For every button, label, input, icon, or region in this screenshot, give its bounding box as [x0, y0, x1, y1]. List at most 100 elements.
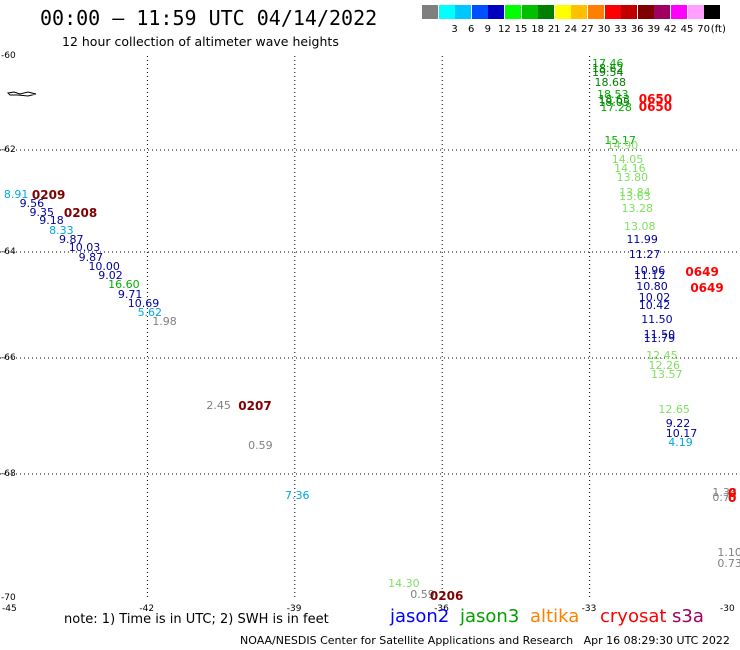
graticule: [0, 56, 737, 598]
wave-height-value: 9.87: [58, 232, 84, 246]
legend-swatch: [488, 5, 505, 19]
map-title: 00:00 – 11:59 UTC 04/14/2022: [40, 6, 378, 30]
wave-height-value: 14.30: [388, 577, 420, 591]
legend-swatch: [704, 5, 721, 19]
units-note: note: 1) Time is in UTC; 2) SWH is in fe…: [64, 612, 329, 627]
wave-height-value: 10.17: [665, 426, 698, 440]
satellite-name: jason3: [460, 606, 520, 627]
wave-height-value: 8.91: [3, 187, 29, 201]
wave-height-value: 5.62: [137, 306, 163, 320]
wave-height-value: 14.16: [614, 161, 646, 175]
wave-height-value: 12.45: [646, 348, 678, 362]
legend-label: 18: [531, 24, 544, 35]
wave-height-value: 12.65: [658, 403, 690, 417]
wave-height-value: 14.90: [606, 139, 639, 153]
wave-height-value: 10.80: [636, 279, 668, 293]
wave-height-value: 9.87: [78, 250, 104, 264]
wave-height-value: 18.62: [592, 61, 624, 75]
wave-height-value: 15.17: [604, 133, 636, 147]
island-outline: [6, 91, 37, 97]
wave-height-value: 18.63: [598, 92, 630, 106]
legend-label: 33: [614, 24, 627, 35]
wave-height-value: 10.69: [127, 296, 160, 310]
wave-height-value: 18.05: [598, 96, 630, 109]
lon-label: -45: [2, 604, 17, 614]
wave-height-value: 11.27: [628, 247, 661, 261]
legend-swatch: [671, 5, 687, 19]
legend-label: 45: [680, 24, 694, 35]
legend-label: 3: [451, 24, 458, 35]
legend-swatch: [554, 5, 571, 19]
wave-height-value: 11.79: [643, 332, 676, 346]
wave-height-value: 9.56: [19, 196, 45, 210]
wave-height-value: 9.02: [98, 269, 123, 283]
legend-swatch: [438, 5, 455, 19]
legend-swatch: [621, 5, 638, 19]
pass-time-label: 0: [728, 485, 737, 500]
wave-height-value: 0.59: [410, 587, 435, 601]
wave-height-value: 0.73: [717, 556, 740, 570]
wave-height-value: 11.12: [633, 269, 666, 283]
wave-height-value: 13.80: [616, 171, 649, 185]
legend-label: 30: [597, 24, 611, 35]
wave-height-value: 11.50: [641, 312, 673, 326]
pass-time-label: 0649: [685, 265, 719, 280]
wave-height-value: 13.28: [621, 201, 654, 215]
pass-time-label: 0206: [429, 588, 464, 603]
lon-label: -36: [434, 604, 449, 614]
legend-swatch: [422, 5, 438, 19]
wave-height-value: 1.98: [152, 315, 177, 329]
legend-swatch: [455, 5, 472, 19]
legend-label: 12: [498, 24, 511, 35]
wave-height-value: 13.57: [651, 367, 683, 381]
wave-height-value: 17.28: [600, 100, 632, 114]
legend-swatch: [471, 5, 488, 19]
wave-height-value: 18.53: [596, 88, 629, 102]
legend-swatch: [538, 5, 555, 19]
map-subtitle: 12 hour collection of altimeter wave hei…: [62, 34, 339, 49]
wave-height-value: 13.84: [619, 185, 651, 199]
lat-label: -66: [1, 353, 16, 363]
wave-height-value: 17.46: [592, 56, 624, 70]
satellite-name: altika: [530, 606, 580, 627]
legend-swatch: [604, 5, 621, 19]
legend-label: 39: [647, 24, 661, 35]
wave-height-value: 12.26: [648, 359, 681, 373]
lat-label: -60: [1, 51, 16, 61]
pass-time-label: 0208: [63, 205, 98, 220]
legend-swatch: [654, 5, 671, 19]
lat-label: -64: [1, 247, 16, 257]
satellite-name: jason2: [390, 606, 450, 627]
satellite-name: cryosat: [600, 606, 667, 627]
legend-label: 42: [664, 24, 677, 35]
wave-height-value: 11.99: [626, 233, 658, 247]
wave-height-value: 7.36: [284, 488, 310, 502]
wave-height-value: 4.19: [668, 436, 693, 450]
legend-swatch: [588, 5, 604, 19]
wave-height-value: 10.02: [638, 291, 671, 305]
wave-height-value: 9.18: [39, 214, 64, 228]
wave-height-value: 10.96: [633, 264, 666, 278]
lon-label: -30: [720, 604, 735, 614]
wave-height-value: 2.45: [206, 398, 231, 412]
pass-time-label: 0: [728, 491, 737, 506]
wave-height-value: 9.35: [29, 205, 54, 219]
pass-time-label: 0209: [31, 187, 66, 202]
satellite-name: s3a: [672, 606, 704, 627]
wave-height-value: 19.54: [592, 66, 624, 80]
legend-swatch: [521, 5, 538, 19]
lon-label: -33: [581, 604, 597, 614]
legend-label: 15: [514, 24, 528, 35]
lat-label: -62: [1, 145, 16, 155]
legend-swatch: [571, 5, 588, 19]
wave-height-value: 18.68: [594, 76, 627, 90]
wave-height-value: 9.22: [665, 416, 691, 430]
coastline: [6, 91, 37, 97]
wave-height-value: 11.50: [643, 327, 676, 341]
wave-height-value: 1.38: [712, 485, 737, 499]
pass-time-label: 0650: [638, 99, 673, 114]
legend-label: 9: [484, 24, 491, 35]
legend-label: 6: [468, 24, 475, 35]
legend-label: 27: [581, 24, 594, 35]
